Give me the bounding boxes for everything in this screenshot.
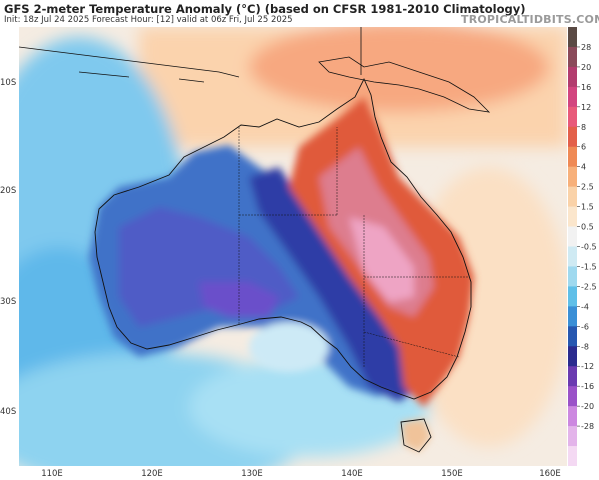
colorbar-label: 4 <box>581 163 586 172</box>
colorbar-label: -6 <box>581 322 589 331</box>
nsw-vic-border <box>363 331 460 358</box>
colorbar-label: 0.5 <box>581 223 594 232</box>
colorbar-swatch <box>568 166 577 188</box>
colorbar-label: -4 <box>581 302 589 311</box>
cold-diagonal-band <box>249 167 419 402</box>
colorbar-label: -0.5 <box>581 243 597 252</box>
colorbar-label: -2.5 <box>581 282 597 291</box>
colorbar-label: -16 <box>581 382 594 391</box>
colorbar: 28 20 16 12 8 6 4 2.5 1.5 0.5 -0.5 -1.5 -2.5 -4 -6 -8 -1… <box>568 27 598 466</box>
tasmania-warm <box>401 419 431 452</box>
anomaly-map <box>19 27 567 466</box>
lon-label: 140E <box>341 469 363 479</box>
lat-label: 40S <box>0 407 17 417</box>
lat-label: 30S <box>0 297 17 307</box>
colorbar-label: 16 <box>581 83 591 92</box>
colorbar-swatch <box>568 46 577 68</box>
colorbar-swatch <box>568 126 577 148</box>
colorbar-label: 6 <box>581 143 586 152</box>
colorbar-swatch <box>568 246 577 267</box>
lon-label: 160E <box>539 469 561 479</box>
forecast-info: Init: 18z Jul 24 2025 Forecast Hour: [12… <box>4 15 293 25</box>
colorbar-swatch <box>568 106 577 128</box>
colorbar-swatch <box>568 66 577 88</box>
colorbar-swatch <box>568 206 577 228</box>
colorbar-swatch <box>568 226 577 247</box>
colorbar-swatch <box>568 366 577 387</box>
lon-label: 130E <box>241 469 263 479</box>
colorbar-label: -20 <box>581 402 594 411</box>
colorbar-label: 28 <box>581 43 591 52</box>
tasmania-coastline <box>400 418 432 453</box>
australia-coastline <box>94 77 472 400</box>
colorbar-swatch <box>568 266 577 287</box>
lon-label: 150E <box>441 469 463 479</box>
colorbar-swatch <box>568 446 577 466</box>
colorbar-swatch <box>568 146 577 168</box>
lat-label: 10S <box>0 78 17 88</box>
lon-label: 120E <box>141 469 163 479</box>
colorbar-label: 12 <box>581 103 591 112</box>
colorbar-label: -1.5 <box>581 262 597 271</box>
colorbar-swatch <box>568 27 577 48</box>
colorbar-label: -28 <box>581 422 594 431</box>
colorbar-swatch <box>568 426 577 447</box>
colorbar-swatch <box>568 286 577 307</box>
colorbar-swatch <box>568 386 577 407</box>
lon-label: 110E <box>41 469 63 479</box>
colorbar-label: 1.5 <box>581 203 594 212</box>
colorbar-label: 20 <box>581 63 591 72</box>
indonesia-islands <box>19 46 240 78</box>
colorbar-label: -8 <box>581 342 589 351</box>
brand-watermark: TROPICALTIDBITS.COM <box>461 13 599 26</box>
map-title: GFS 2-meter Temperature Anomaly (°C) (ba… <box>4 2 526 16</box>
colorbar-swatch <box>568 86 577 108</box>
new-guinea-coastline <box>318 56 491 113</box>
colorbar-swatch <box>568 186 577 208</box>
colorbar-swatch <box>568 406 577 427</box>
colorbar-swatch <box>568 346 577 367</box>
colorbar-label: -12 <box>581 362 594 371</box>
colorbar-label: 2.5 <box>581 183 594 192</box>
colorbar-label: 8 <box>581 123 586 132</box>
colorbar-swatch <box>568 306 577 327</box>
lat-label: 20S <box>0 186 17 196</box>
colorbar-swatch <box>568 326 577 347</box>
